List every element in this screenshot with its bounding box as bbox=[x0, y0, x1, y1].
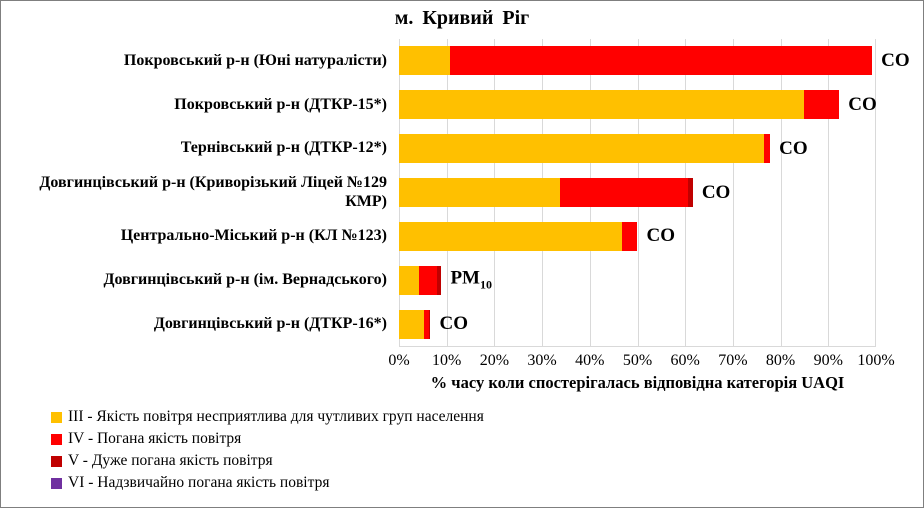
bar-segment-iv bbox=[424, 309, 429, 339]
table-row: Довгинцівський р-н (Криворізький Ліцей №… bbox=[1, 171, 923, 215]
bar-segment-iv bbox=[621, 221, 638, 251]
legend-swatch-icon bbox=[51, 455, 62, 467]
pollutant-label: PM10 bbox=[450, 268, 492, 293]
bar-track: CO bbox=[399, 214, 876, 258]
stacked-bar bbox=[399, 134, 876, 164]
gridline-70 bbox=[732, 39, 734, 346]
gridline-90 bbox=[828, 39, 830, 346]
legend-label: V - Дуже погана якість повітря bbox=[68, 452, 273, 469]
bar-segment-iii bbox=[399, 265, 420, 295]
bar-segment-iii bbox=[399, 178, 560, 207]
x-tick-label: 100% bbox=[857, 352, 895, 369]
gridline-100 bbox=[875, 39, 876, 346]
category-label: Покровський р-н (Юні натуралісти) bbox=[123, 51, 387, 69]
legend-swatch-icon bbox=[51, 477, 62, 489]
bar-track: CO bbox=[399, 39, 910, 83]
pollutant-label: CO bbox=[848, 94, 877, 116]
bar-segment-iii bbox=[399, 46, 451, 76]
legend-item: V - Дуже погана якість повітря bbox=[51, 452, 484, 470]
category-label: Центрально-Міський р-н (КЛ №123) bbox=[120, 227, 387, 245]
x-tick-label: 10% bbox=[432, 352, 462, 369]
table-row: Тернівський р-н (ДТКР-12*) CO bbox=[1, 127, 923, 171]
stacked-bar bbox=[399, 265, 876, 295]
bar-track: CO bbox=[399, 171, 876, 215]
pollutant-name: CO bbox=[439, 313, 468, 335]
x-tick-label: 30% bbox=[527, 352, 557, 369]
category-label: Довгинцівський р-н (ДТКР-16*) bbox=[153, 314, 387, 332]
bar-segment-v bbox=[688, 178, 693, 207]
x-tick-label: 0% bbox=[388, 352, 410, 369]
stacked-bar bbox=[399, 46, 876, 76]
pollutant-name: PM bbox=[450, 267, 480, 289]
pollutant-name: CO bbox=[646, 225, 676, 247]
legend-label: VI - Надзвичайно погана якість повітря bbox=[68, 474, 330, 491]
gridline-80 bbox=[780, 39, 782, 346]
table-row: Довгинцівський р-н (ДТКР-16*) CO bbox=[1, 302, 923, 346]
bar-track: PM10 bbox=[399, 258, 876, 302]
bar-track: CO bbox=[399, 302, 876, 346]
x-tick-label: 90% bbox=[813, 352, 843, 369]
x-tick-label: 50% bbox=[622, 352, 653, 369]
pollutant-label: CO bbox=[647, 225, 676, 247]
legend-label: III - Якість повітря несприятлива для чу… bbox=[68, 408, 484, 425]
table-row: Довгинцівський р-н (ім. Вернадського) PM1… bbox=[1, 258, 923, 302]
bar-segment-v bbox=[436, 265, 442, 295]
x-axis-ticks: 0% 10% 20% 30% 40% 50% 60% 70% 80% 90% 100% bbox=[388, 352, 894, 372]
bar-segment-iv bbox=[804, 90, 840, 120]
pollutant-label: CO bbox=[881, 50, 910, 72]
pollutant-label: CO bbox=[702, 182, 731, 204]
legend: III - Якість повітря несприятлива для чу… bbox=[51, 408, 484, 492]
pollutant-name: CO bbox=[881, 49, 910, 71]
bar-rows: Покровський р-н (Юні натуралісти) CO Покро… bbox=[1, 39, 923, 346]
legend-swatch-icon bbox=[51, 411, 62, 423]
bar-segment-iii bbox=[399, 309, 425, 339]
legend-item: IV - Погана якість повітря bbox=[51, 430, 484, 448]
pollutant-name: CO bbox=[848, 93, 877, 115]
bar-segment-iv bbox=[419, 265, 437, 295]
bar-segment-iv bbox=[763, 134, 771, 164]
legend-item: VI - Надзвичайно погана якість повітря bbox=[51, 474, 484, 492]
table-row: Центрально-Міський р-н (КЛ №123) CO bbox=[1, 214, 923, 258]
bar-segment-iv bbox=[450, 46, 873, 76]
pollutant-label: CO bbox=[779, 138, 808, 160]
stacked-bar bbox=[399, 221, 876, 251]
category-label: Довгинцівський р-н (ім. Вернадського) bbox=[103, 271, 387, 289]
x-axis-title: % часу коли спостерігалась відповідна ка… bbox=[430, 373, 845, 392]
bar-track: CO bbox=[399, 83, 877, 127]
table-row: Покровський р-н (ДТКР-15*) CO bbox=[1, 83, 923, 127]
bar-segment-iv bbox=[559, 178, 689, 207]
bar-segment-iii bbox=[399, 134, 764, 164]
chart-title: м. Кривий Ріг bbox=[394, 7, 530, 29]
x-tick-label: 80% bbox=[765, 352, 796, 369]
pollutant-label: CO bbox=[439, 313, 468, 335]
bar-segment-iii bbox=[399, 221, 622, 251]
x-tick-label: 60% bbox=[670, 352, 700, 369]
stacked-bar bbox=[399, 90, 876, 120]
stacked-bar bbox=[399, 178, 876, 207]
x-tick-label: 70% bbox=[718, 352, 748, 369]
pollutant-name: CO bbox=[701, 181, 731, 203]
pollutant-name: CO bbox=[779, 137, 808, 159]
legend-label: IV - Погана якість повітря bbox=[68, 430, 242, 447]
legend-item: III - Якість повітря несприятлива для чу… bbox=[51, 408, 484, 426]
stacked-bar bbox=[399, 309, 876, 339]
bar-segment-v bbox=[428, 309, 431, 339]
table-row: Покровський р-н (Юні натуралісти) CO bbox=[1, 39, 923, 83]
category-label: Тернівський р-н (ДТКР-12*) bbox=[180, 139, 387, 157]
bar-track: CO bbox=[399, 127, 876, 171]
pollutant-subscript: 10 bbox=[479, 277, 492, 292]
category-label: Покровський р-н (ДТКР-15*) bbox=[174, 95, 387, 113]
legend-swatch-icon bbox=[51, 433, 62, 445]
bar-segment-iii bbox=[399, 90, 805, 120]
category-label: Довгинцівський р-н (Криворізький Ліцей №… bbox=[39, 174, 387, 210]
x-tick-label: 40% bbox=[575, 352, 605, 369]
x-tick-label: 20% bbox=[479, 352, 510, 369]
